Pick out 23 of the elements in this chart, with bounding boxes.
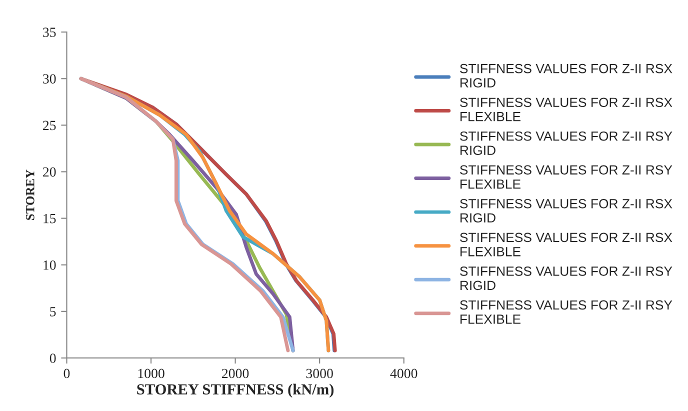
x-tick-label: 3000 [306,368,333,378]
legend-label: STIFFNESS VALUES FOR Z-II RSX RIGID [460,64,672,88]
legend-label: STIFFNESS VALUES FOR Z-II RSY RIGID [460,266,672,290]
x-tick-label: 0 [64,368,70,378]
x-tick-label: 4000 [390,368,418,378]
legend-label: STIFFNESS VALUES FOR Z-II RSX FLEXIBLE [460,98,672,122]
legend-label: STIFFNESS VALUES FOR Z-II RSY FLEXIBLE [460,165,672,189]
y-tick-label: 10 [44,260,56,270]
y-tick-label: 25 [43,120,56,130]
y-tick-label: 30 [43,74,56,84]
legend-label: STIFFNESS VALUES FOR Z-II RSY RIGID [460,131,672,156]
y-axis-title: STOREY [26,170,34,220]
legend-label: STIFFNESS VALUES FOR Z-II RSX RIGID [460,198,672,223]
legend-label: STIFFNESS VALUES FOR Z-II RSY FLEXIBLE [460,300,672,324]
y-tick-label: 15 [44,214,56,224]
x-axis-title: STOREY STIFFNESS (kN/m) [137,384,334,398]
y-tick-label: 20 [43,167,56,177]
y-tick-label: 35 [43,28,56,38]
x-tick-label: 2000 [222,368,249,378]
y-tick-label: 5 [50,307,56,316]
x-tick-label: 1000 [138,368,164,378]
legend-label: STIFFNESS VALUES FOR Z-II RSX FLEXIBLE [460,232,672,256]
y-tick-label: 0 [50,354,56,363]
